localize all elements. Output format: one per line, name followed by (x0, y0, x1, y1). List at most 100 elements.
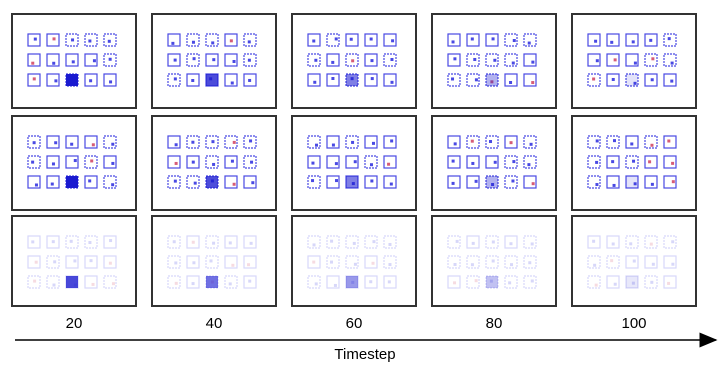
glyph-dot (212, 241, 216, 245)
highlight-glyph (66, 74, 78, 86)
glyph-dot (51, 240, 55, 244)
glyph (326, 255, 340, 269)
glyph (466, 275, 480, 289)
glyph (447, 33, 461, 47)
glyph-dot (191, 79, 195, 83)
glyph (307, 33, 321, 47)
highlight-glyph (626, 176, 638, 188)
glyph (606, 33, 620, 47)
glyph (466, 33, 480, 47)
glyph-dot (73, 159, 77, 163)
glyph (167, 275, 181, 289)
glyph (447, 275, 461, 289)
glyph-dot (91, 282, 95, 286)
glyph-dot (172, 240, 176, 244)
glyph-dot (527, 163, 531, 167)
glyph (504, 135, 518, 149)
glyph-dot (232, 59, 236, 63)
glyph-dot (391, 39, 395, 43)
glyph (186, 235, 200, 249)
glyph (644, 275, 658, 289)
glyph-dot (511, 61, 515, 65)
glyph-dot (248, 78, 252, 82)
glyph (485, 135, 499, 149)
glyph (606, 275, 620, 289)
glyph-dot (231, 263, 235, 267)
glyph-dot (89, 79, 93, 83)
glyph (243, 73, 257, 87)
glyph-dot (491, 240, 495, 244)
glyph-dot (54, 141, 58, 145)
glyph (364, 155, 378, 169)
glyph (103, 33, 117, 47)
glyph (224, 155, 238, 169)
glyph (447, 175, 461, 189)
glyph (606, 235, 620, 249)
glyph (186, 135, 200, 149)
image-panel (291, 115, 417, 211)
glyph-dot (191, 282, 195, 286)
glyph-dot (670, 61, 674, 65)
glyph-dot (512, 160, 516, 164)
glyph (644, 155, 658, 169)
glyph-dot (651, 262, 655, 266)
glyph-dot (595, 183, 599, 187)
glyph (167, 135, 181, 149)
glyph-dot (509, 242, 513, 246)
glyph-dot (612, 183, 616, 187)
panel-content (447, 235, 537, 289)
glyph-dot (250, 160, 254, 164)
glyph-dot (370, 77, 374, 81)
glyph-dot (334, 162, 338, 166)
glyph (504, 33, 518, 47)
highlight-glyph (66, 276, 78, 288)
glyph-dot (369, 37, 373, 41)
glyph-dot (191, 140, 195, 144)
glyph (84, 255, 98, 269)
glyph (205, 255, 219, 269)
glyph (345, 275, 359, 289)
glyph (243, 135, 257, 149)
glyph-dot (453, 142, 457, 146)
glyph-dot (632, 159, 636, 163)
column-label: 80 (486, 315, 503, 332)
glyph-dot (174, 161, 178, 165)
panel-frame (571, 115, 697, 211)
glyph (84, 73, 98, 87)
glyph (205, 155, 219, 169)
panel-frame (11, 115, 137, 211)
glyph (243, 33, 257, 47)
glyph-dot (451, 77, 455, 81)
glyph-dot (611, 160, 615, 164)
glyph-dot (509, 80, 513, 84)
glyph-dot (470, 263, 474, 267)
glyph-dot (53, 260, 57, 264)
glyph (345, 53, 359, 67)
glyph-dot (471, 161, 475, 165)
glyph (27, 155, 41, 169)
glyph (167, 73, 181, 87)
glyph (504, 155, 518, 169)
glyph (167, 255, 181, 269)
glyph-dot (594, 283, 598, 287)
glyph (65, 235, 79, 249)
glyph (383, 175, 397, 189)
glyph-dot (312, 243, 316, 247)
glyph (606, 175, 620, 189)
image-panel (151, 13, 277, 109)
glyph-dot (631, 281, 635, 285)
glyph (523, 33, 537, 47)
glyph-dot (667, 37, 671, 41)
glyph (644, 175, 658, 189)
glyph-dot (633, 182, 637, 186)
glyph-dot (232, 182, 236, 186)
glyph (383, 73, 397, 87)
glyph (84, 235, 98, 249)
glyph (606, 135, 620, 149)
glyph-dot (33, 37, 37, 41)
panel-content (307, 235, 397, 289)
glyph-dot (353, 160, 357, 164)
glyph (65, 135, 79, 149)
glyph-dot (69, 239, 73, 243)
glyph (663, 135, 677, 149)
